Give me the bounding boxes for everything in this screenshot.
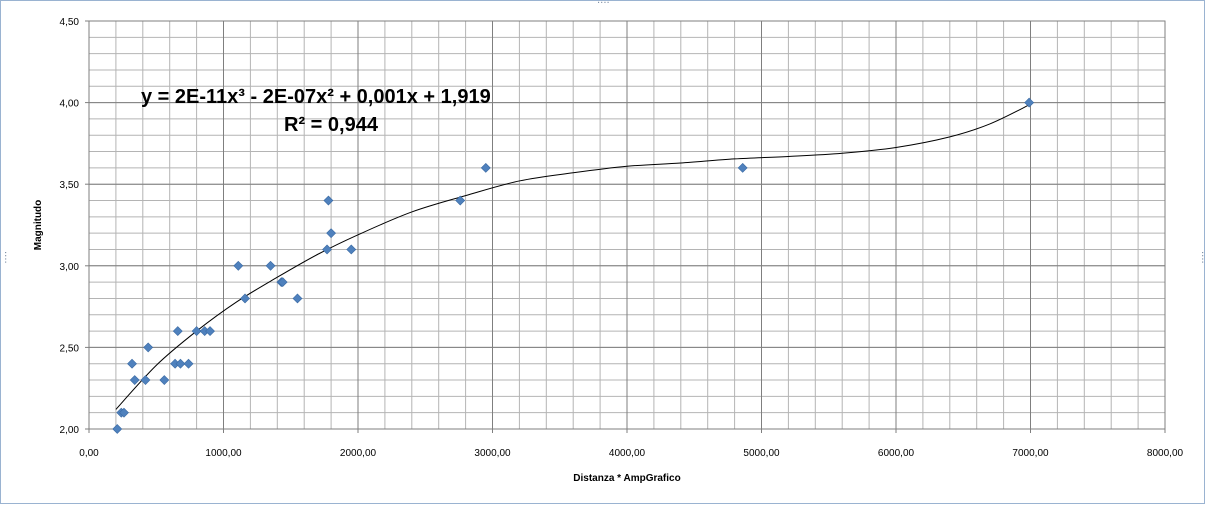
polynomial-trendline [115, 103, 1031, 410]
data-point-marker [140, 375, 151, 385]
resize-handle-left[interactable]: ···· [0, 251, 10, 264]
data-point-marker [183, 358, 194, 369]
x-tick-label: 7000,00 [1012, 448, 1049, 459]
data-point-marker [205, 326, 215, 337]
data-point-marker [119, 407, 129, 418]
x-tick-label: 2000,00 [340, 448, 377, 459]
y-tick-label: 2,50 [60, 343, 80, 354]
data-point-marker [265, 260, 276, 271]
data-point-marker [346, 244, 357, 255]
x-tick-label: 6000,00 [878, 448, 915, 459]
x-tick-label: 0,00 [79, 448, 99, 459]
x-tick-label: 3000,00 [474, 448, 511, 459]
data-point-marker [129, 375, 140, 385]
data-point-marker [455, 195, 466, 206]
data-point-marker [143, 342, 154, 353]
data-point-marker [292, 293, 303, 304]
data-point-marker [323, 195, 334, 206]
data-point-marker [277, 277, 288, 288]
y-tick-label: 2,00 [60, 425, 80, 436]
data-points [112, 97, 1035, 434]
y-tick-label: 4,50 [60, 17, 80, 28]
data-point-marker [322, 244, 332, 255]
y-tick-label: 4,00 [60, 99, 80, 110]
r-squared-label: R² = 0,944 [284, 114, 379, 136]
data-point-marker [1024, 97, 1035, 108]
x-tick-label: 8000,00 [1147, 448, 1184, 459]
x-axis-title: Distanza * AmpGrafico [573, 473, 680, 484]
data-point-marker [480, 162, 491, 173]
y-tick-label: 3,50 [60, 180, 80, 191]
x-tick-label: 4000,00 [609, 448, 646, 459]
resize-handle-right[interactable]: ···· [1196, 251, 1205, 264]
data-point-marker [240, 293, 250, 304]
data-point-marker [127, 358, 137, 369]
data-point-marker [326, 228, 337, 239]
y-tick-label: 3,00 [60, 262, 80, 273]
gridlines [88, 20, 1166, 430]
data-point-marker [112, 424, 123, 434]
data-point-marker [175, 358, 186, 369]
data-point-marker [172, 326, 183, 337]
data-point-marker [191, 326, 202, 337]
trendline-equation: y = 2E-11x³ - 2E-07x² + 0,001x + 1,919 [141, 86, 491, 108]
trendline-layer [115, 103, 1031, 410]
x-tick-label: 1000,00 [205, 448, 242, 459]
resize-handle-top[interactable]: ···· [597, 0, 610, 9]
axes: 0,00 1000,00 2000,00 3000,00 4000,00 5000,00 6… [60, 17, 1184, 459]
x-tick-label: 5000,00 [743, 448, 780, 459]
data-point-marker [737, 162, 748, 173]
y-axis-title: Magnitudo [33, 200, 44, 251]
data-point-marker [159, 375, 170, 385]
data-point-marker [233, 260, 244, 271]
